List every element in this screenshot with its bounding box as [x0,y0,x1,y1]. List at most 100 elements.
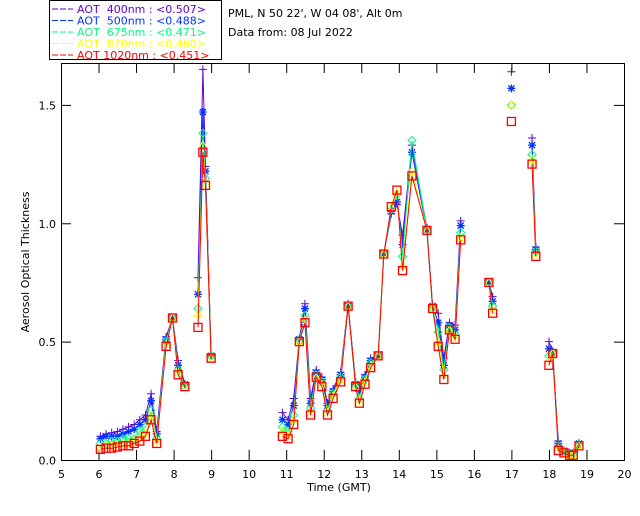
y-axis-label: Aerosol Optical Thickness [19,191,32,332]
square-marker [101,443,111,453]
asterisk-marker [278,415,287,424]
square-marker [123,441,134,451]
square-marker [283,434,293,444]
square-marker [559,448,569,458]
square-marker [322,410,333,420]
triangle-marker [179,381,190,391]
triangle-marker [277,426,288,436]
asterisk-marker [434,318,443,327]
square-marker [350,381,361,392]
x-tick-label: 11 [280,468,294,481]
asterisk-marker [118,429,127,438]
asterisk-marker [284,420,293,429]
asterisk-marker [456,221,465,230]
plot-area [95,65,584,460]
legend-mean: <0.471> [156,26,206,39]
diamond-marker [300,310,310,321]
triangle-marker [146,410,156,419]
square-marker [173,370,183,380]
asterisk-marker [559,446,568,455]
square-marker [277,431,288,441]
y-tick-label: 0.0 [39,455,57,468]
asterisk-marker [113,432,122,441]
asterisk-marker [289,401,298,410]
diamond-marker [407,135,417,146]
legend: AOT 400nm : <0.507>AOT 500nm : <0.488>AO… [49,0,222,62]
x-axis-label: Time (GMT) [306,481,371,494]
square-marker [450,334,460,344]
series-line [100,133,580,455]
triangle-marker [305,407,316,417]
legend-entry: AOT 870nm : <0.460> [77,38,206,51]
square-marker [294,336,304,347]
series-aot-675nm [95,100,584,459]
asterisk-marker [439,361,448,370]
asterisk-marker [107,432,116,441]
legend-separator: : [145,3,156,16]
diamond-marker [506,100,517,110]
legend-box [49,0,222,60]
asterisk-marker [135,420,144,429]
triangle-marker [530,249,541,258]
asterisk-marker [198,108,207,117]
triangle-marker [527,154,537,163]
asterisk-marker [124,427,133,436]
diamond-marker [527,149,537,160]
square-marker [328,393,338,404]
square-marker [484,277,494,288]
square-marker [317,381,327,392]
series-aot-400nm [96,65,583,457]
series-aot-500nm [96,84,583,457]
triangle-marker [574,440,584,450]
square-marker [161,341,171,352]
square-marker [392,185,402,195]
y-tick-label: 1.5 [39,99,57,112]
triangle-marker [407,166,417,175]
plus-marker [434,309,443,318]
legend-entry: AOT 675nm : <0.471> [77,26,206,39]
square-marker [548,348,558,359]
asterisk-marker [96,434,105,443]
diamond-marker [277,422,288,432]
square-marker [180,381,190,392]
square-marker [129,438,139,449]
asterisk-marker [544,344,553,353]
square-marker [289,419,299,430]
square-marker [365,363,376,373]
plus-marker [198,65,207,74]
asterisk-marker [488,297,497,306]
triangle-marker [140,428,151,438]
legend-entry: AOT 400nm : <0.507> [77,3,206,16]
station-info: PML, N 50 22', W 04 08', Alt 0m [228,7,402,20]
asterisk-marker [174,361,183,370]
asterisk-marker [180,380,189,389]
legend-label: AOT 1020nm [77,49,149,62]
legend-separator: : [145,15,156,28]
square-marker [373,351,383,361]
triangle-marker [206,353,216,362]
square-marker [360,379,370,389]
triangle-marker [487,305,498,315]
legend-mean: <0.507> [156,3,206,16]
x-tick-label: 18 [542,468,556,481]
legend-entry: AOT 500nm : <0.488> [77,15,206,28]
y-tick-label: 0.5 [39,336,57,349]
asterisk-marker [147,396,156,405]
plus-marker [147,389,156,398]
plus-marker [278,408,287,417]
square-marker [95,444,106,454]
asterisk-marker [574,439,583,448]
asterisk-marker [323,401,332,410]
plus-marker [544,337,553,346]
triangle-marker [350,381,361,391]
series-line [100,69,580,454]
triangle-marker [151,436,162,445]
legend-separator: : [149,49,160,62]
square-marker [397,265,408,276]
square-marker [444,325,455,335]
square-marker [140,431,151,441]
square-marker [335,377,346,387]
legend-label: AOT 500nm [77,15,145,28]
legend-label: AOT 675nm [77,26,145,39]
